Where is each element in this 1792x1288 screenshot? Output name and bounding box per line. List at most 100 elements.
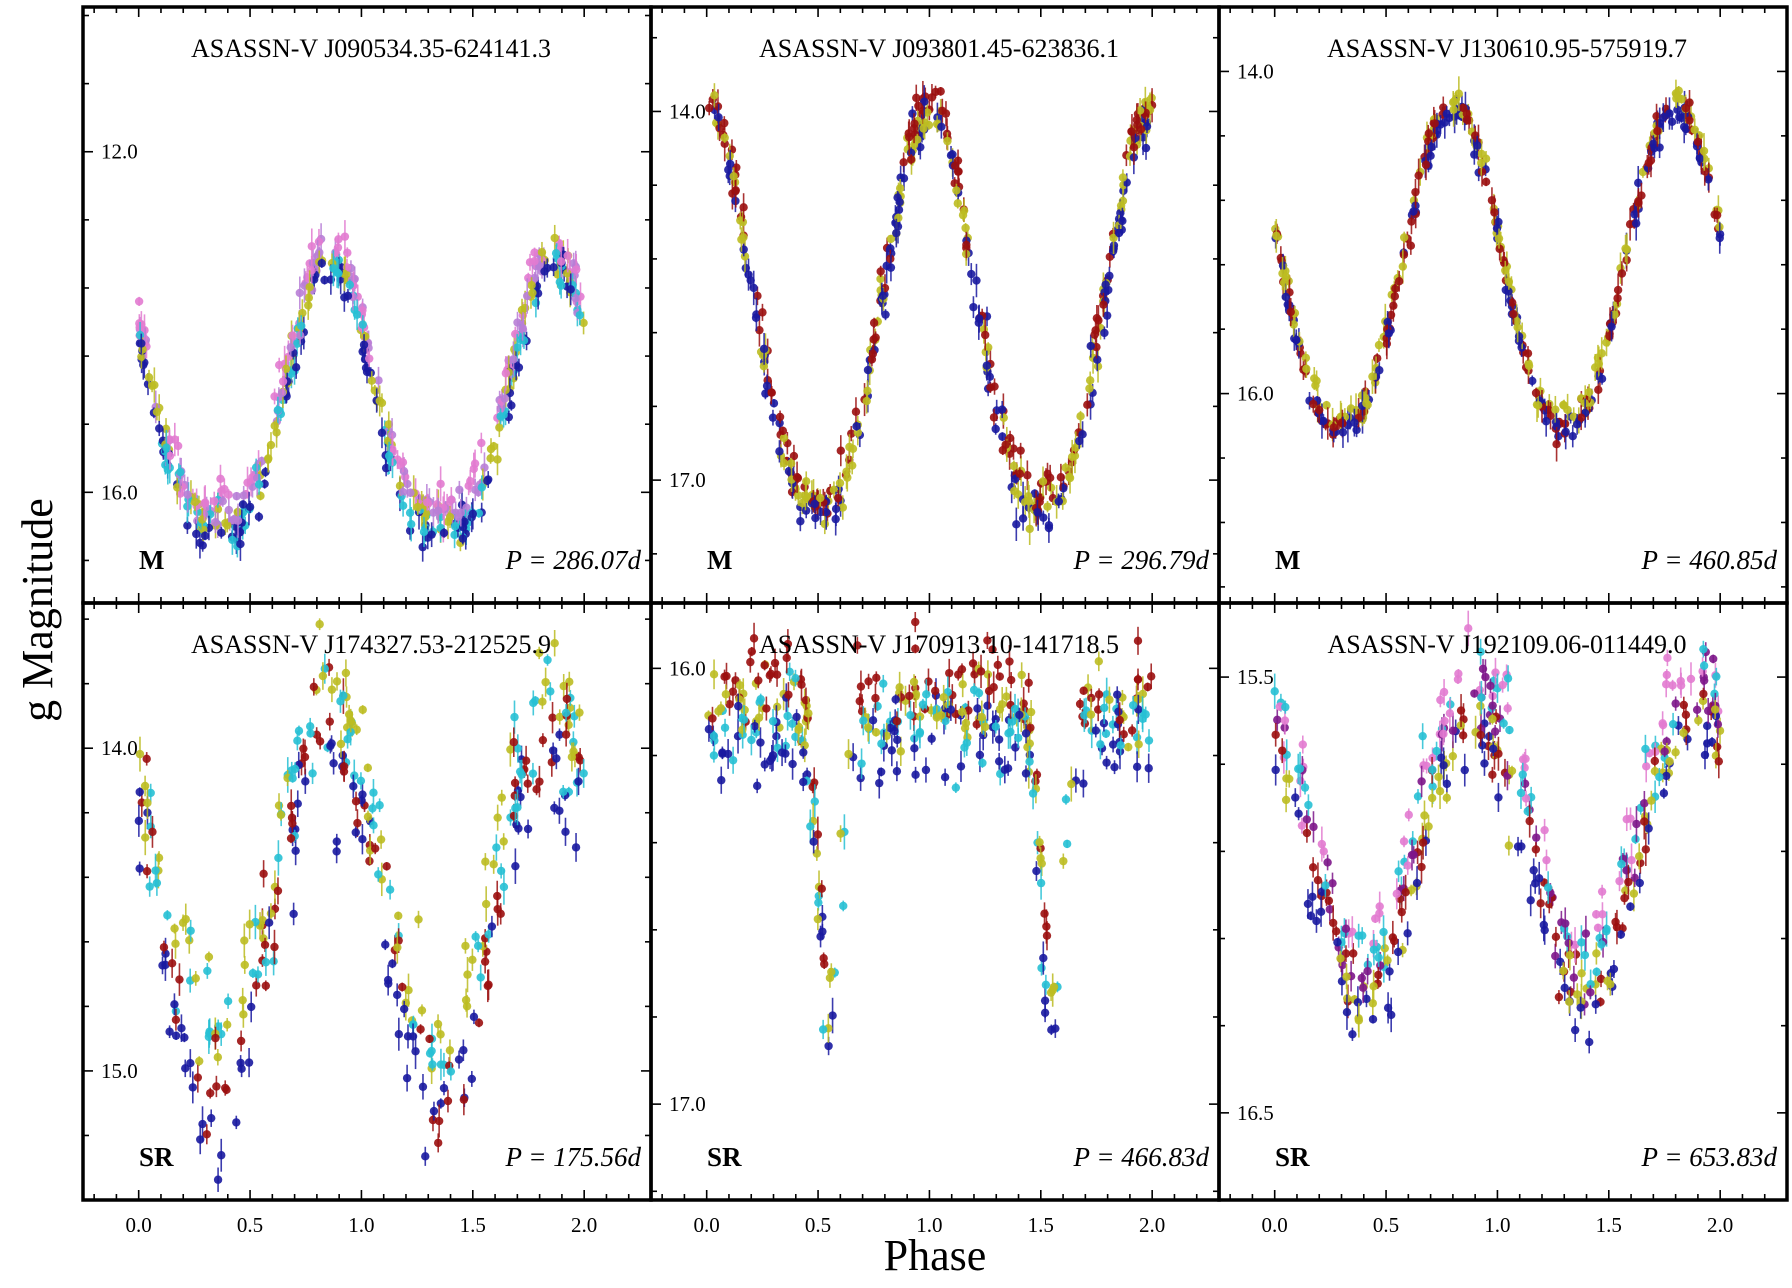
data-point — [1439, 103, 1448, 112]
data-point — [530, 273, 540, 283]
data-point — [1460, 765, 1469, 775]
data-point — [244, 1058, 254, 1067]
data-point — [327, 685, 337, 694]
data-point — [1394, 277, 1404, 286]
data-point — [1147, 672, 1156, 681]
data-point — [915, 727, 925, 737]
data-point — [1309, 399, 1318, 409]
data-point — [417, 1006, 427, 1015]
panel-2: 14.0 17.0 ASASSN-V J093801.45-623836.1 M P =… — [649, 5, 1221, 605]
data-point — [909, 677, 919, 687]
data-point — [723, 749, 733, 759]
data-point — [1577, 938, 1586, 947]
data-point — [413, 502, 423, 512]
data-point — [405, 526, 415, 535]
variable-class-label: M — [139, 545, 164, 575]
data-point — [264, 918, 274, 927]
data-point — [972, 720, 981, 729]
data-point — [349, 782, 358, 791]
data-point — [325, 717, 334, 726]
data-point — [851, 407, 861, 416]
data-point — [181, 1064, 190, 1073]
data-point — [973, 704, 982, 713]
data-point — [239, 1010, 248, 1019]
data-point — [1476, 647, 1485, 656]
data-point — [785, 667, 794, 676]
data-point — [500, 394, 509, 403]
data-point — [758, 308, 767, 317]
data-point — [555, 277, 565, 287]
data-point — [418, 1082, 428, 1091]
data-point — [983, 670, 993, 679]
data-point — [1501, 266, 1510, 275]
data-point — [1641, 744, 1650, 754]
data-point — [493, 455, 502, 464]
period-label: P = 460.85d — [1641, 545, 1778, 575]
data-point — [1695, 154, 1705, 163]
data-point — [382, 862, 391, 871]
y-tick-label: 14.0 — [669, 99, 706, 123]
data-point — [1041, 980, 1051, 990]
data-point — [855, 696, 864, 706]
data-point — [1101, 280, 1110, 289]
data-point — [443, 1096, 453, 1106]
data-point — [967, 269, 976, 279]
data-point — [456, 508, 465, 517]
data-point — [956, 762, 966, 771]
data-point — [144, 373, 154, 382]
data-point — [802, 506, 811, 515]
data-point — [289, 909, 298, 919]
data-point — [1384, 329, 1394, 338]
data-point — [521, 756, 531, 765]
data-point — [1490, 208, 1499, 217]
data-point — [1627, 855, 1636, 865]
data-point — [286, 343, 295, 352]
data-point — [1102, 758, 1111, 767]
data-point — [1477, 158, 1486, 168]
data-point — [1086, 341, 1095, 351]
data-point — [1570, 940, 1580, 950]
data-point — [1067, 779, 1076, 789]
data-point — [758, 351, 768, 360]
data-point — [932, 713, 942, 722]
data-point — [800, 741, 809, 750]
data-point — [812, 849, 822, 858]
data-point — [912, 93, 921, 103]
data-point — [816, 932, 825, 941]
data-point — [725, 159, 735, 169]
data-point — [1386, 1010, 1396, 1020]
data-point — [433, 1138, 443, 1148]
data-point — [1086, 710, 1096, 719]
data-point — [1531, 388, 1541, 398]
data-point — [1319, 416, 1328, 426]
data-point — [361, 363, 371, 373]
data-point — [196, 1135, 205, 1144]
data-point — [754, 676, 763, 685]
data-point — [890, 726, 899, 736]
data-point — [981, 347, 991, 357]
y-tick-label: 14.0 — [101, 736, 138, 760]
data-point — [245, 920, 254, 929]
data-point — [1462, 115, 1471, 124]
data-point — [333, 243, 343, 252]
data-point — [1040, 1008, 1050, 1018]
data-point — [1281, 292, 1290, 302]
data-point — [891, 695, 900, 704]
data-point — [1289, 320, 1298, 329]
data-point — [474, 509, 484, 518]
data-point — [1076, 411, 1085, 421]
data-point — [367, 376, 376, 385]
data-point — [768, 413, 778, 422]
data-point — [989, 413, 999, 422]
data-point — [1114, 707, 1123, 716]
data-point — [1315, 405, 1324, 415]
data-point — [574, 777, 583, 786]
data-point — [236, 1036, 246, 1046]
data-point — [351, 797, 361, 806]
data-point — [467, 1074, 477, 1084]
data-point — [1426, 151, 1435, 160]
data-point — [1596, 974, 1606, 984]
data-point — [985, 372, 994, 382]
data-point — [782, 653, 791, 663]
data-point — [455, 485, 464, 495]
